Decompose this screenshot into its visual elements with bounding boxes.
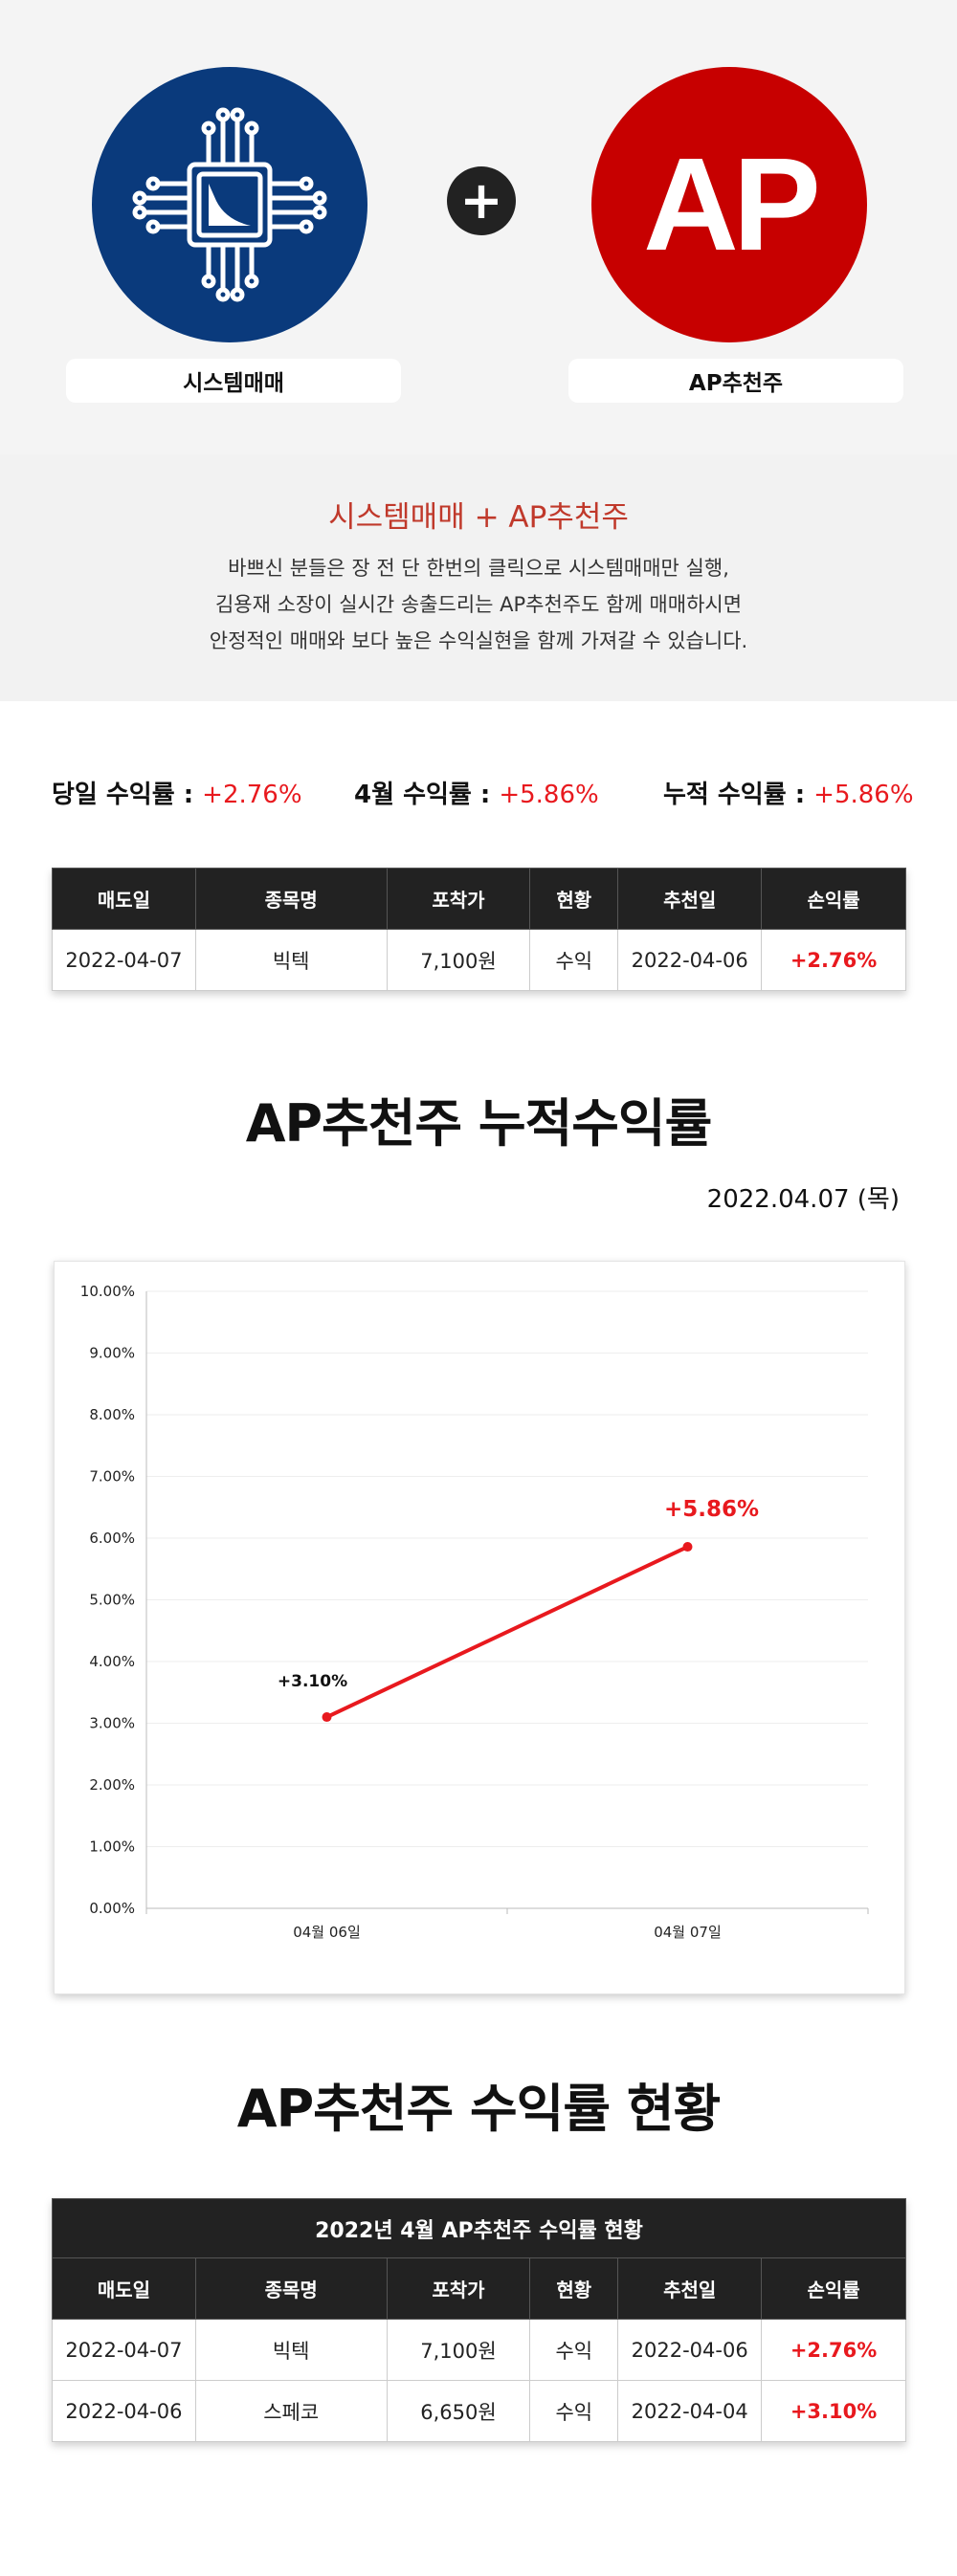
y-tick-label: 1.00% bbox=[89, 1838, 135, 1856]
y-tick-label: 4.00% bbox=[89, 1653, 135, 1670]
col-catch-price: 포착가 bbox=[386, 2257, 531, 2320]
y-tick-label: 3.00% bbox=[89, 1715, 135, 1732]
chart-section-title: AP추천주 누적수익률 bbox=[245, 1093, 713, 1154]
intro-line: 김용재 소장이 실시간 송출드리는 AP추천주도 함께 매매하시면 bbox=[214, 593, 743, 616]
intro-title: 시스템매매 + AP추천주 bbox=[328, 500, 629, 535]
data-point bbox=[682, 1542, 693, 1552]
today-result-table: 매도일 종목명 포착가 현황 추천일 손익률 2022-04-07 빅텍 7,1… bbox=[52, 868, 906, 991]
table-row: 2022-04-07 빅텍 7,100원 수익 2022-04-06 +2.76… bbox=[52, 929, 906, 991]
table-caption: 2022년 4월 AP추천주 수익률 현황 bbox=[52, 2198, 906, 2258]
col-stock-name: 종목명 bbox=[194, 2257, 388, 2320]
col-sell-date: 매도일 bbox=[52, 868, 196, 930]
table-row: 2022-04-06 스페코 6,650원 수익 2022-04-04 +3.1… bbox=[52, 2380, 906, 2442]
col-status: 현황 bbox=[529, 868, 619, 930]
system-trading-logo bbox=[92, 67, 367, 342]
col-recommend-date: 추천일 bbox=[617, 868, 763, 930]
status-section-title: AP추천주 수익률 현황 bbox=[236, 2079, 721, 2139]
data-point bbox=[322, 1712, 332, 1723]
col-stock-name: 종목명 bbox=[194, 868, 388, 930]
y-tick-label: 8.00% bbox=[89, 1406, 135, 1423]
cumulative-rate-value: +5.86% bbox=[813, 781, 914, 809]
table-header-row: 매도일 종목명 포착가 현황 추천일 손익률 bbox=[52, 2257, 906, 2320]
month-rate-value: +5.86% bbox=[499, 781, 599, 809]
chip-chart-icon bbox=[132, 107, 327, 302]
monthly-status-table: 2022년 4월 AP추천주 수익률 현황 매도일 종목명 포착가 현황 추천일… bbox=[52, 2198, 906, 2442]
system-trading-label: 시스템매매 bbox=[66, 359, 401, 403]
intro-text: 바쁘신 분들은 장 전 단 한번의 클릭으로 시스템매매만 실행, 김용재 소장… bbox=[0, 550, 957, 659]
col-recommend-date: 추천일 bbox=[617, 2257, 763, 2320]
col-sell-date: 매도일 bbox=[52, 2257, 196, 2320]
daily-rate: 당일 수익률 : +2.76% bbox=[52, 781, 302, 809]
chart-date: 2022.04.07 (목) bbox=[706, 1185, 900, 1214]
y-tick-label: 7.00% bbox=[89, 1468, 135, 1486]
ap-recommend-label: AP추천주 bbox=[568, 359, 903, 403]
intro-section: 시스템매매 + AP추천주 바쁘신 분들은 장 전 단 한번의 클릭으로 시스템… bbox=[0, 454, 957, 701]
x-tick-label: 04월 06일 bbox=[293, 1924, 361, 1941]
col-profit-rate: 손익률 bbox=[761, 868, 906, 930]
ap-logo: AP bbox=[591, 67, 867, 342]
col-status: 현황 bbox=[529, 2257, 619, 2320]
plus-icon: + bbox=[447, 166, 516, 235]
col-catch-price: 포착가 bbox=[386, 868, 531, 930]
y-tick-label: 2.00% bbox=[89, 1776, 135, 1794]
y-tick-label: 5.00% bbox=[89, 1592, 135, 1609]
series-line bbox=[325, 1545, 689, 1719]
y-tick-label: 9.00% bbox=[89, 1345, 135, 1362]
intro-line: 안정적인 매매와 보다 높은 수익실현을 함께 가져갈 수 있습니다. bbox=[209, 629, 748, 652]
cumulative-rate: 누적 수익률 : +5.86% bbox=[663, 781, 914, 809]
y-tick-label: 0.00% bbox=[89, 1900, 135, 1917]
x-tick-label: 04월 07일 bbox=[654, 1924, 722, 1941]
table-header-row: 매도일 종목명 포착가 현황 추천일 손익률 bbox=[52, 868, 906, 930]
table-row: 2022-04-07 빅텍 7,100원 수익 2022-04-06 +2.76… bbox=[52, 2319, 906, 2381]
intro-line: 바쁘신 분들은 장 전 단 한번의 클릭으로 시스템매매만 실행, bbox=[228, 557, 729, 580]
data-label: +3.10% bbox=[278, 1672, 347, 1691]
line-chart: 0.00% 1.00% 2.00% 3.00% 4.00% 5.00% 6.00% 7.00%… bbox=[80, 1283, 869, 1941]
data-label: +5.86% bbox=[664, 1497, 759, 1522]
y-tick-label: 6.00% bbox=[89, 1530, 135, 1547]
daily-rate-value: +2.76% bbox=[202, 781, 302, 809]
hero-section: + AP 시스템매매 AP추천주 bbox=[0, 0, 957, 454]
ap-logo-text: AP bbox=[643, 130, 821, 278]
cumulative-chart: 0.00% 1.00% 2.00% 3.00% 4.00% 5.00% 6.00% 7.00%… bbox=[54, 1261, 905, 1994]
month-rate: 4월 수익률 : +5.86% bbox=[354, 781, 599, 809]
y-tick-label: 10.00% bbox=[80, 1283, 135, 1300]
col-profit-rate: 손익률 bbox=[761, 2257, 906, 2320]
